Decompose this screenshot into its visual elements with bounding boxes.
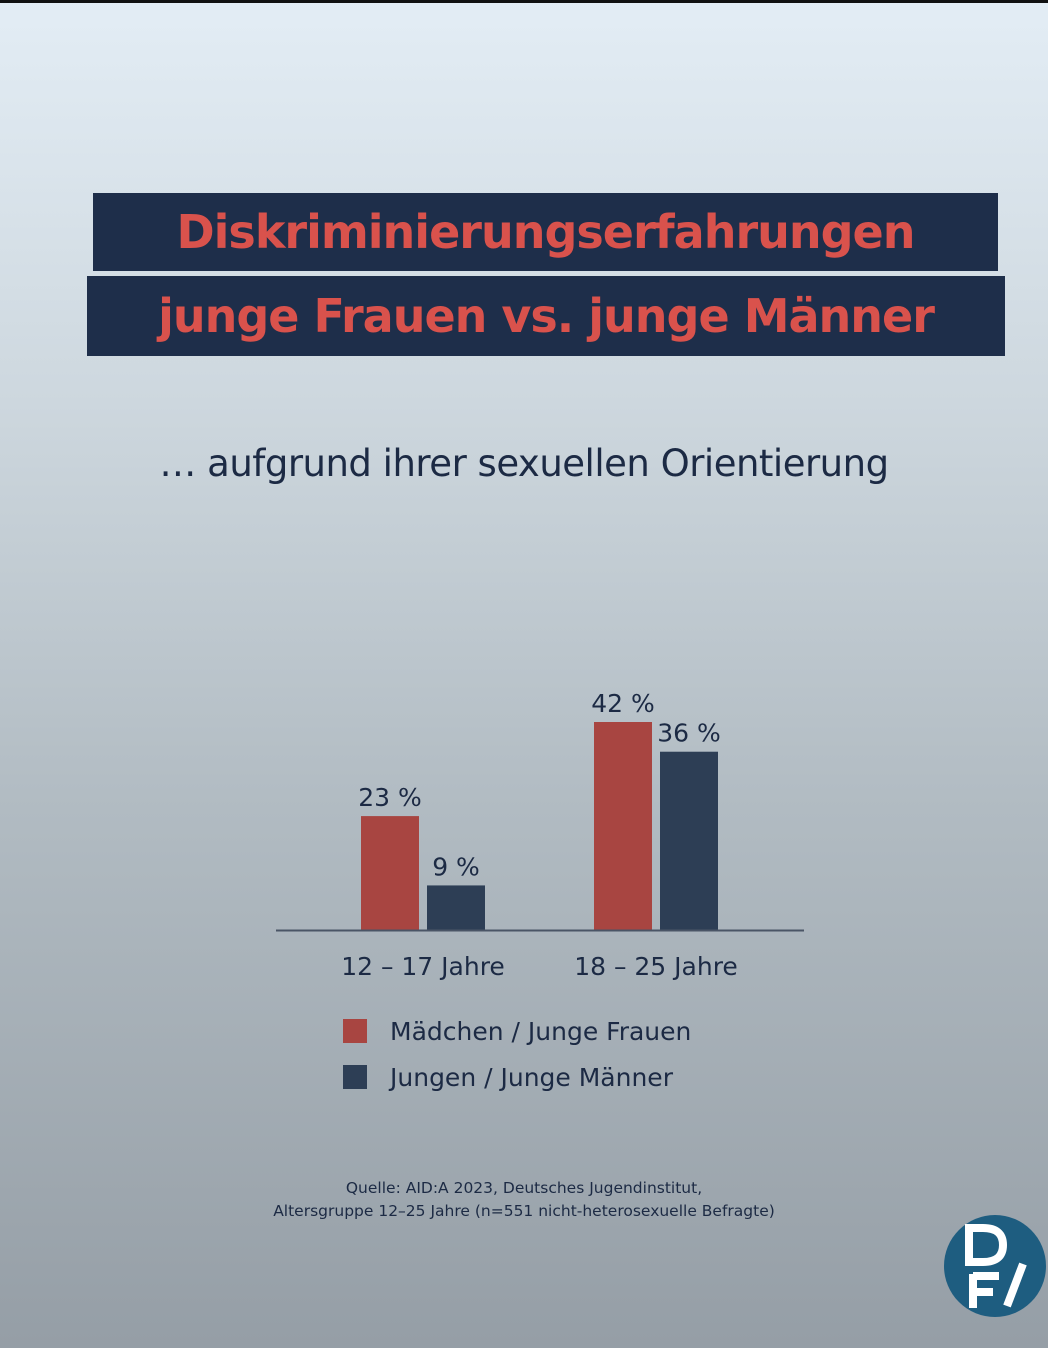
x-tick-label-0: 12 – 17 Jahre — [341, 952, 505, 981]
bar-male-0 — [427, 885, 485, 930]
title-line-2: junge Frauen vs. junge Männer — [87, 276, 1005, 356]
legend-swatch-male — [343, 1065, 367, 1089]
x-tick-label-1: 18 – 25 Jahre — [574, 952, 738, 981]
data-label-male-1: 36 % — [657, 719, 721, 748]
legend-label-male: Jungen / Junge Männer — [388, 1063, 674, 1092]
data-label-male-0: 9 % — [432, 852, 480, 881]
source-line-2: Altersgruppe 12–25 Jahre (n=551 nicht-he… — [273, 1202, 775, 1220]
subtitle: … aufgrund ihrer sexuellen Orientierung — [159, 442, 889, 485]
dji-logo — [944, 1215, 1046, 1317]
bar-male-1 — [660, 751, 718, 930]
legend-swatch-female — [343, 1019, 367, 1043]
data-label-female-0: 23 % — [358, 783, 422, 812]
legend-label-female: Mädchen / Junge Frauen — [390, 1017, 691, 1046]
source-line-1: Quelle: AID:A 2023, Deutsches Jugendinst… — [345, 1179, 703, 1197]
source-note: Quelle: AID:A 2023, Deutsches Jugendinst… — [0, 1177, 1048, 1223]
bar-female-1 — [594, 722, 652, 930]
title-line-1: Diskriminierungserfahrungen — [93, 193, 998, 271]
top-border — [0, 0, 1048, 3]
data-label-female-1: 42 % — [591, 689, 655, 718]
bar-female-0 — [361, 816, 419, 930]
